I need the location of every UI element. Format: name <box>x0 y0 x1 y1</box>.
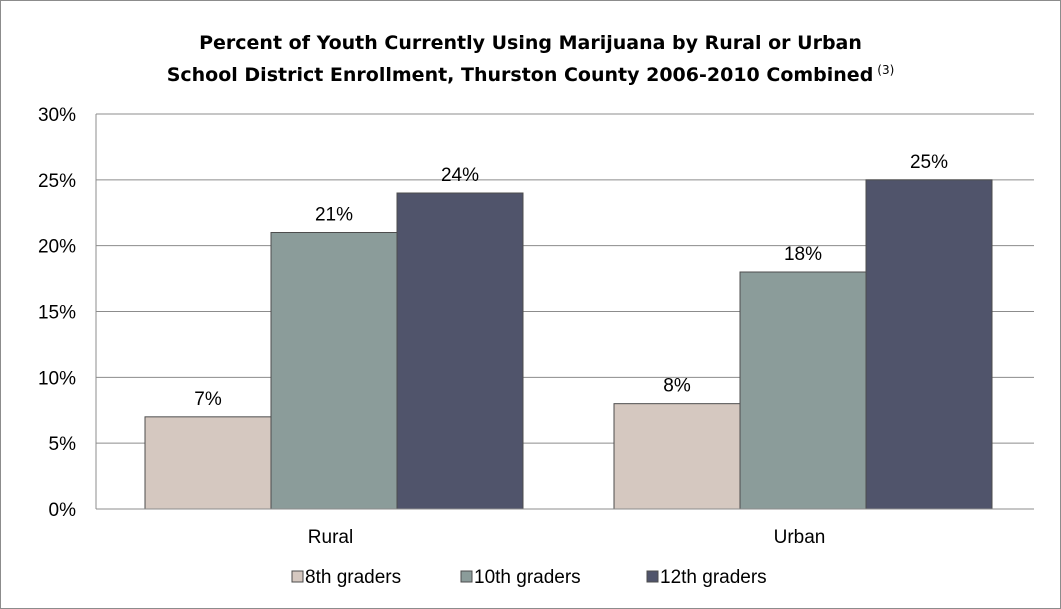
bar <box>396 192 524 510</box>
y-tick-label: 0% <box>49 500 77 521</box>
y-axis: 0% 5% 10% 15% 20% 25% 30% <box>38 105 97 521</box>
legend-swatch <box>460 570 473 583</box>
x-category-label: Urban <box>774 527 826 548</box>
bar <box>865 179 993 510</box>
y-tick-label: 20% <box>38 237 76 258</box>
y-tick-label: 30% <box>38 105 76 126</box>
legend-label: 10th graders <box>474 567 581 588</box>
chart-title-line2-text: School District Enrollment, Thurston Cou… <box>166 64 874 86</box>
data-label: 18% <box>784 244 822 265</box>
data-label: 21% <box>315 205 353 226</box>
bar <box>270 232 398 510</box>
legend-label: 8th graders <box>305 567 401 588</box>
chart-title-line2: School District Enrollment, Thurston Cou… <box>0 57 1061 89</box>
legend-swatch <box>646 570 659 583</box>
data-label: 24% <box>441 165 479 186</box>
y-tick-label: 15% <box>38 303 76 324</box>
y-tick-label: 25% <box>38 171 76 192</box>
y-tick-label: 10% <box>38 368 76 389</box>
bars <box>144 179 993 510</box>
x-axis: Rural Urban <box>96 508 1034 548</box>
x-category-label: Rural <box>308 527 353 548</box>
chart-title-footnote: (3) <box>877 63 895 77</box>
bar <box>144 416 272 510</box>
data-labels: 7% 21% 24% 8% 18% 25% <box>194 152 948 410</box>
chart-title-line1: Percent of Youth Currently Using Marijua… <box>199 32 862 54</box>
legend: 8th graders 10th graders 12th graders <box>291 567 767 588</box>
data-label: 25% <box>910 152 948 173</box>
y-tick-label: 5% <box>49 434 77 455</box>
legend-label: 12th graders <box>660 567 767 588</box>
bar <box>613 403 741 510</box>
legend-swatch <box>291 570 304 583</box>
bar <box>739 271 867 510</box>
chart-title: Percent of Youth Currently Using Marijua… <box>0 30 1061 89</box>
data-label: 8% <box>663 376 691 397</box>
data-label: 7% <box>194 389 222 410</box>
